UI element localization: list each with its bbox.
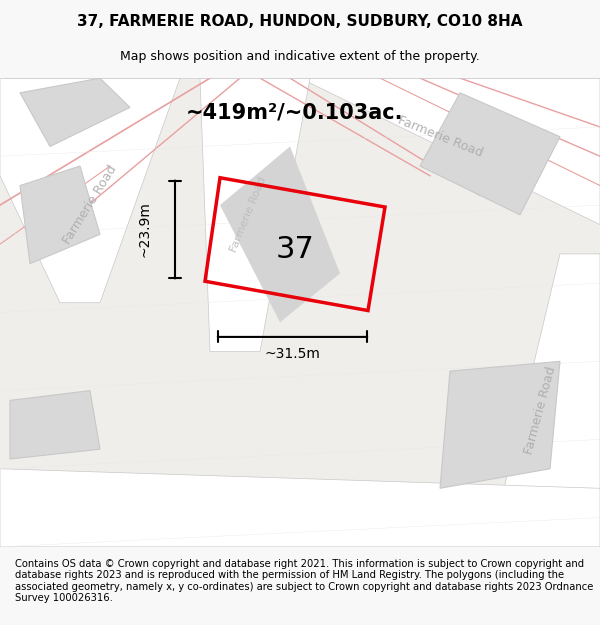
- Polygon shape: [10, 391, 100, 459]
- Text: Farmerie Road: Farmerie Road: [228, 176, 268, 254]
- Polygon shape: [20, 78, 130, 146]
- Polygon shape: [20, 166, 100, 264]
- Polygon shape: [490, 254, 600, 547]
- Text: Contains OS data © Crown copyright and database right 2021. This information is : Contains OS data © Crown copyright and d…: [15, 559, 593, 603]
- Text: ~31.5m: ~31.5m: [265, 348, 320, 361]
- Text: ~419m²/~0.103ac.: ~419m²/~0.103ac.: [186, 102, 404, 122]
- Text: 37: 37: [275, 234, 314, 264]
- Text: 37, FARMERIE ROAD, HUNDON, SUDBURY, CO10 8HA: 37, FARMERIE ROAD, HUNDON, SUDBURY, CO10…: [77, 14, 523, 29]
- Polygon shape: [0, 469, 600, 547]
- Polygon shape: [220, 146, 340, 322]
- Text: Farmerie Road: Farmerie Road: [61, 163, 119, 247]
- Polygon shape: [0, 78, 180, 302]
- Polygon shape: [200, 78, 310, 351]
- Polygon shape: [300, 78, 600, 224]
- Text: ~23.9m: ~23.9m: [138, 201, 152, 258]
- Text: Farmerie Road: Farmerie Road: [522, 365, 558, 456]
- Polygon shape: [420, 92, 560, 215]
- Polygon shape: [440, 361, 560, 488]
- Text: Farmerie Road: Farmerie Road: [395, 114, 484, 160]
- Text: Map shows position and indicative extent of the property.: Map shows position and indicative extent…: [120, 50, 480, 62]
